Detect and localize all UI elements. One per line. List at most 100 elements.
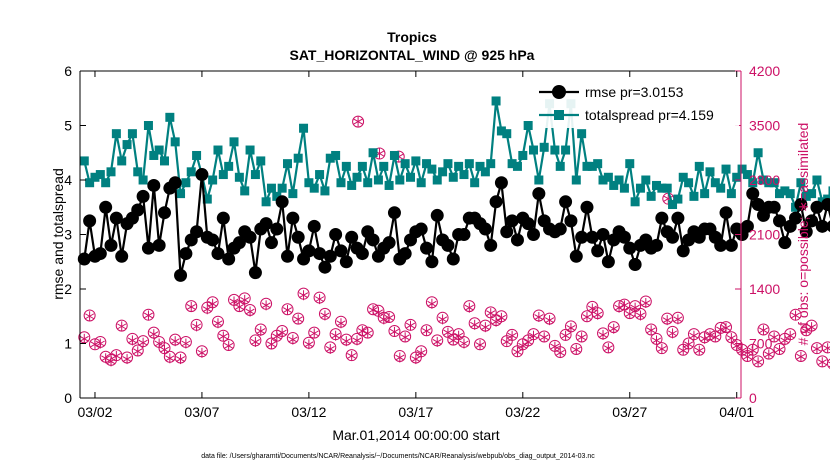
rmse-point	[650, 238, 664, 252]
chart-title: Tropics	[387, 29, 437, 45]
asterisk-stroke	[421, 328, 432, 334]
spread-point	[127, 129, 137, 139]
obs-assimilated-marker	[785, 330, 795, 341]
obs-assimilated-marker	[641, 298, 651, 309]
obs-assimilated-marker	[175, 354, 186, 365]
rmse-point	[83, 214, 97, 228]
spread-point	[593, 159, 603, 169]
spread-point	[101, 178, 111, 188]
asterisk-stroke	[758, 327, 769, 334]
obs-assimilated-marker	[774, 344, 785, 355]
y2-axis-label: # of obs: o=possible; ∗=assimilated	[795, 123, 811, 346]
asterisk-stroke	[411, 356, 421, 363]
asterisk-stroke	[341, 338, 351, 345]
obs-assimilated-marker	[470, 319, 480, 330]
spread-point	[678, 172, 688, 182]
obs-assimilated-marker	[298, 290, 309, 301]
asterisk-stroke	[325, 346, 335, 352]
obs-assimilated-marker	[555, 347, 565, 358]
spread-point	[432, 175, 442, 185]
rmse-point	[671, 211, 685, 225]
asterisk-stroke	[127, 337, 137, 344]
asterisk-stroke	[229, 298, 239, 305]
asterisk-stroke	[641, 300, 651, 306]
obs-assimilated-marker	[598, 329, 608, 340]
obs-assimilated-marker	[224, 340, 234, 351]
spread-point	[646, 191, 656, 201]
rmse-point	[826, 220, 830, 233]
asterisk-stroke	[651, 337, 662, 344]
asterisk-stroke	[261, 302, 271, 309]
asterisk-stroke	[544, 317, 555, 324]
obs-assimilated-marker	[234, 301, 244, 312]
obs-assimilated-marker	[213, 318, 223, 329]
asterisk-stroke	[122, 356, 132, 363]
rmse-point	[510, 233, 524, 247]
asterisk-stroke	[812, 346, 822, 352]
obs-assimilated-marker	[646, 325, 656, 336]
obs-assimilated-marker	[475, 340, 485, 351]
asterisk-stroke	[710, 334, 720, 341]
rmse-point	[243, 230, 257, 244]
asterisk-stroke	[507, 332, 517, 339]
spread-point	[202, 194, 212, 204]
spread-point	[373, 175, 383, 185]
asterisk-stroke	[667, 330, 678, 337]
spread-point	[555, 161, 565, 171]
obs-assimilated-marker	[758, 325, 769, 336]
obs-assimilated-marker	[635, 310, 646, 321]
spread-point	[657, 183, 667, 193]
obs-assimilated-marker	[309, 328, 319, 339]
rmse-point	[532, 187, 546, 201]
rmse-point	[387, 206, 401, 220]
y-tick-label: 0	[64, 390, 72, 406]
obs-assimilated-marker	[796, 351, 806, 362]
asterisk-stroke	[689, 332, 699, 339]
asterisk-stroke	[470, 321, 480, 328]
spread-point	[218, 170, 228, 180]
spread-point	[347, 180, 357, 190]
asterisk-stroke	[753, 359, 763, 366]
spread-point	[459, 170, 469, 180]
obs-assimilated-marker	[389, 326, 400, 337]
rmse-point	[398, 247, 412, 261]
obs-assimilated-marker	[609, 323, 619, 334]
rmse-point	[505, 214, 519, 228]
spread-point	[561, 145, 571, 155]
obs-assimilated-marker	[261, 300, 271, 311]
rmse-point	[168, 176, 182, 190]
rmse-point	[131, 203, 145, 217]
asterisk-stroke	[309, 330, 319, 337]
asterisk-stroke	[320, 312, 330, 319]
asterisk-stroke	[208, 300, 218, 307]
obs-assimilated-marker	[127, 335, 137, 346]
rmse-point	[179, 247, 193, 261]
obs-assimilated-marker	[710, 332, 720, 343]
rmse-point	[355, 247, 369, 261]
rmse-point	[617, 230, 631, 244]
asterisk-stroke	[593, 311, 603, 318]
spread-point	[726, 189, 736, 199]
spread-point	[502, 129, 512, 139]
asterisk-stroke	[748, 347, 758, 354]
asterisk-stroke	[646, 327, 656, 334]
spread-point	[266, 183, 276, 193]
spread-point	[603, 172, 613, 182]
rmse-point	[152, 238, 166, 252]
y2-tick-label: 3500	[749, 118, 780, 134]
rmse-point	[494, 176, 508, 190]
rmse-point	[93, 247, 107, 261]
asterisk-stroke	[298, 292, 309, 299]
rmse-point	[591, 244, 605, 258]
asterisk-stroke	[491, 318, 501, 325]
asterisk-stroke	[480, 324, 490, 331]
x-tick-label: 03/17	[398, 404, 433, 420]
y2-tick-label: 2800	[749, 172, 780, 188]
obs-assimilated-marker	[625, 308, 635, 319]
spread-point	[234, 172, 244, 182]
spread-point	[149, 150, 159, 160]
spread-point	[454, 161, 464, 171]
rmse-point	[232, 236, 246, 250]
rmse-point	[366, 233, 380, 247]
obs-assimilated-marker	[753, 357, 763, 368]
